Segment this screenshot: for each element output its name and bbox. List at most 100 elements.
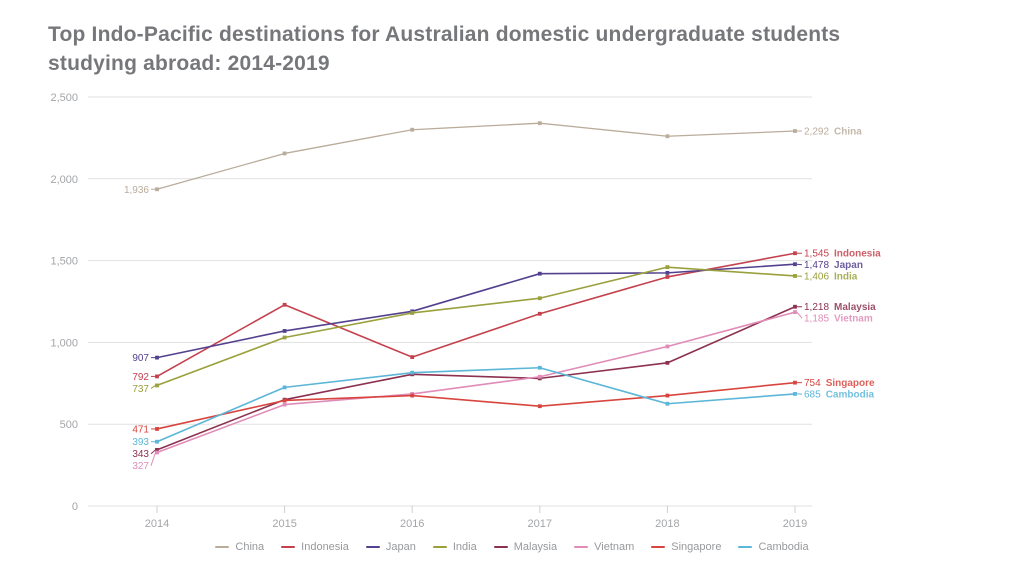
data-point-japan: [282, 329, 287, 333]
x-tick-label: 2016: [400, 518, 424, 530]
data-point-china: [665, 134, 670, 139]
data-point-india: [155, 383, 159, 388]
series-line-japan: [156, 263, 796, 359]
legend-label: Vietnam: [594, 541, 635, 553]
legend-label: Singapore: [671, 541, 722, 553]
page-title-line2: studying abroad: 2014-2019: [48, 52, 330, 76]
data-point-indonesia: [537, 311, 542, 316]
start-value-label: 737: [132, 384, 149, 395]
y-tick-label: 1,000: [50, 337, 78, 349]
data-point-india: [410, 311, 415, 315]
start-value-label: 471: [132, 424, 149, 435]
end-value-label: 1,185 Vietnam: [804, 314, 873, 325]
legend-item-malaysia: Malaysia: [493, 541, 558, 553]
data-point-cambodia: [410, 370, 415, 375]
y-tick-label: 0: [72, 501, 78, 513]
data-point-singapore: [155, 427, 159, 431]
end-value-label: 1,545 Indonesia: [804, 249, 881, 260]
y-tick-label: 2,500: [50, 92, 78, 104]
label-connector: [150, 452, 156, 466]
data-point-vietnam: [793, 310, 797, 315]
legend-label: Cambodia: [758, 541, 809, 553]
start-value-label: 907: [132, 353, 149, 364]
data-point-indonesia: [155, 374, 159, 379]
legend-dash-icon: [651, 546, 666, 548]
end-value-label: 754 Singapore: [804, 378, 875, 389]
series-line-singapore: [156, 381, 796, 430]
data-point-indonesia: [793, 251, 797, 256]
x-tick-label: 2014: [145, 518, 169, 530]
data-point-china: [410, 127, 415, 132]
y-tick-label: 2,000: [50, 174, 78, 186]
start-value-label: 327: [132, 461, 149, 472]
data-point-vietnam: [665, 344, 670, 349]
data-point-japan: [155, 355, 159, 360]
legend-label: India: [452, 541, 477, 553]
data-point-malaysia: [793, 304, 797, 309]
legend-dash-icon: [738, 546, 753, 548]
data-point-malaysia: [665, 360, 670, 365]
legend-label: Japan: [385, 541, 416, 553]
legend-label: Malaysia: [513, 541, 558, 553]
series-line-cambodia: [156, 366, 796, 443]
x-tick-label: 2019: [783, 518, 807, 530]
legend: China Indonesia Japan India Malaysia Vietnam S…: [0, 541, 1024, 553]
series-line-india: [156, 266, 796, 387]
label-connector: [150, 385, 156, 389]
x-tick-label: 2017: [528, 518, 552, 530]
data-point-japan: [537, 271, 542, 276]
page-title: Top Indo-Pacific destinations for Austra…: [48, 20, 840, 79]
legend-item-cambodia: Cambodia: [738, 541, 809, 553]
data-point-japan: [665, 270, 670, 275]
data-point-china: [793, 129, 797, 133]
series-line-indonesia: [156, 252, 796, 378]
legend-item-japan: Japan: [365, 541, 416, 553]
data-point-china: [282, 151, 287, 156]
legend-label: China: [235, 541, 265, 553]
end-value-label: 1,478 Japan: [804, 260, 863, 271]
data-point-singapore: [282, 398, 287, 403]
legend-item-china: China: [215, 541, 264, 553]
data-point-cambodia: [537, 365, 542, 370]
label-connector: [796, 311, 803, 319]
series-line-vietnam: [156, 311, 796, 454]
series-line-china: [156, 122, 796, 190]
end-value-label: 685 Cambodia: [804, 390, 874, 401]
end-value-label: 1,406 India: [804, 272, 858, 283]
label-connector: [796, 263, 803, 266]
data-point-vietnam: [155, 450, 159, 455]
data-point-india: [282, 335, 287, 340]
data-point-indonesia: [665, 275, 670, 279]
data-point-singapore: [410, 393, 415, 398]
data-point-cambodia: [665, 401, 670, 406]
data-point-cambodia: [793, 392, 797, 396]
legend-dash-icon: [493, 546, 508, 548]
legend-item-indonesia: Indonesia: [281, 541, 349, 553]
legend-dash-icon: [215, 546, 230, 548]
legend-dash-icon: [432, 546, 447, 548]
data-point-singapore: [793, 380, 797, 385]
start-value-label: 792: [132, 372, 149, 383]
label-connector: [150, 449, 156, 455]
data-point-vietnam: [537, 374, 542, 379]
data-point-vietnam: [282, 402, 287, 407]
legend-item-singapore: Singapore: [651, 541, 721, 553]
end-value-label: 2,292 China: [804, 127, 862, 138]
data-point-indonesia: [282, 302, 287, 307]
data-point-india: [793, 274, 797, 278]
x-tick-label: 2018: [655, 518, 679, 530]
data-point-malaysia: [155, 447, 159, 452]
end-value-label: 1,218 Malaysia: [804, 302, 876, 313]
legend-label: Indonesia: [301, 541, 349, 553]
legend-dash-icon: [574, 546, 589, 548]
data-point-india: [537, 296, 542, 301]
data-point-singapore: [537, 404, 542, 409]
page-title-line1: Top Indo-Pacific destinations for Austra…: [48, 23, 841, 46]
y-tick-label: 1,500: [50, 256, 78, 268]
start-value-label: 343: [132, 449, 149, 460]
data-point-singapore: [665, 393, 670, 398]
data-point-cambodia: [282, 385, 287, 390]
data-point-china: [537, 121, 542, 126]
